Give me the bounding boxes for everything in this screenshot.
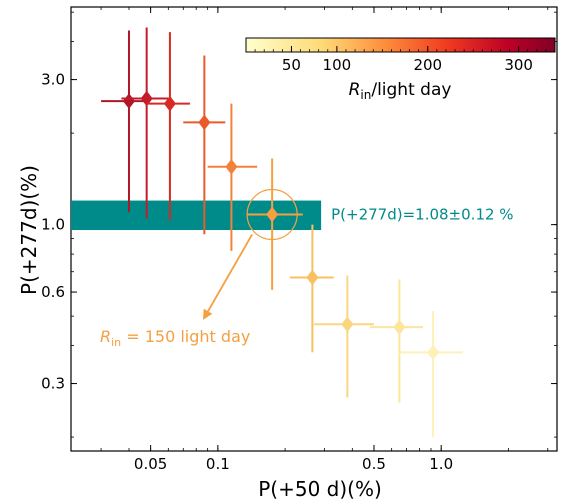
annotation-arrowhead [203, 308, 213, 320]
annotation-label: Rin = 150 light day [100, 327, 250, 349]
y-axis-label: P(+277d)(%) [17, 165, 41, 295]
data-point [289, 224, 334, 353]
x-tick-label: 0.1 [206, 455, 230, 473]
annotation-arrow [206, 234, 253, 314]
data-point [146, 32, 190, 221]
x-tick-label: 1.0 [429, 455, 453, 473]
y-tick-label: 0.3 [41, 375, 65, 393]
data-point [121, 27, 169, 219]
diamond-marker [140, 90, 153, 107]
diamond-marker [163, 95, 176, 112]
data-point [246, 158, 303, 290]
x-axis-label: P(+50 d)(%) [258, 477, 382, 501]
highlight-circle [246, 188, 298, 241]
colorbar-tick-label: 50 [282, 56, 301, 74]
band-label: P(+277d)=1.08±0.12 % [331, 205, 513, 223]
data-point [370, 279, 424, 403]
diamond-marker [393, 319, 406, 335]
colorbar-ticks: 50 100 200 300 [254, 46, 547, 74]
diamond-marker [266, 206, 279, 223]
data-point [397, 310, 463, 438]
diamond-marker [198, 114, 211, 131]
diamond-marker [225, 158, 238, 175]
data-point [101, 30, 147, 213]
diamond-marker [122, 93, 135, 109]
data-points [101, 27, 463, 438]
tick-layer: 0.05 0.1 0.5 1.0 0.3 0.6 1.0 3.0 [41, 7, 557, 473]
y-tick-label: 3.0 [41, 71, 65, 89]
data-point [314, 275, 374, 398]
diamond-marker [427, 344, 440, 361]
colorbar-label: Rin/light day [349, 80, 452, 102]
x-tick-label: 0.05 [134, 455, 167, 473]
colorbar-tick-label: 300 [504, 56, 533, 74]
y-tick-label: 0.6 [41, 283, 65, 301]
diamond-marker [341, 316, 354, 333]
y-tick-label: 1.0 [41, 216, 65, 234]
x-tick-label: 0.5 [362, 455, 386, 473]
data-point [183, 55, 226, 235]
diamond-marker [306, 269, 319, 286]
colorbar-tick-label: 200 [413, 56, 442, 74]
colorbar-tick-label: 100 [323, 56, 352, 74]
data-point [207, 103, 258, 251]
